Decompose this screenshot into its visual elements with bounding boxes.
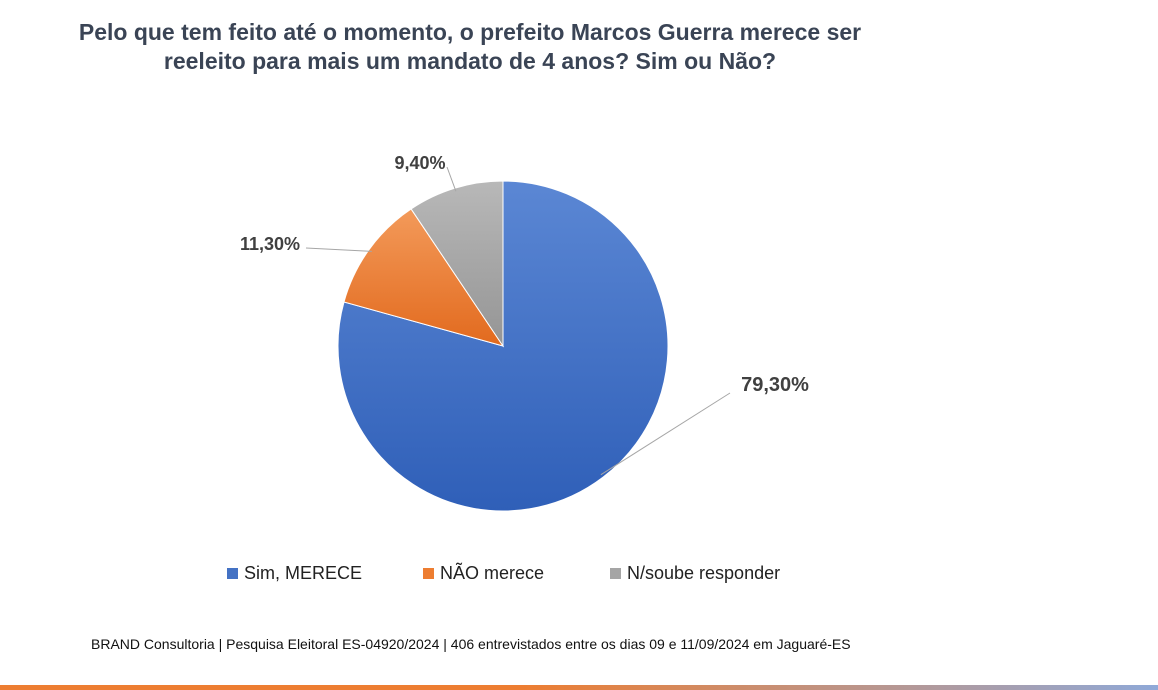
leader-line-nao bbox=[305, 247, 372, 252]
data-label-sim: 79,30% bbox=[741, 374, 809, 396]
footer-source: BRAND Consultoria | Pesquisa Eleitoral E… bbox=[91, 636, 851, 652]
pie-slice-sim bbox=[337, 180, 669, 512]
pie-slice-nao bbox=[343, 208, 505, 347]
chart-title-line-1: Pelo que tem feito até o momento, o pref… bbox=[78, 19, 862, 45]
leader-line-sim bbox=[600, 392, 731, 476]
legend-item-sim: Sim, MERECE bbox=[227, 563, 362, 584]
data-label-ns: 9,40% bbox=[394, 153, 445, 173]
legend-swatch-ns bbox=[610, 568, 621, 579]
legend-swatch-sim bbox=[227, 568, 238, 579]
bottom-accent-bar bbox=[0, 685, 1158, 690]
legend-label-ns: N/soube responder bbox=[627, 563, 781, 583]
chart-title: Pelo que tem feito até o momento, o pref… bbox=[40, 18, 900, 76]
legend-swatch-nao bbox=[423, 568, 434, 579]
legend-label-sim: Sim, MERECE bbox=[244, 563, 363, 583]
chart-legend: Sim, MERECE NÃO merece N/soube responder bbox=[0, 563, 1158, 589]
chart-title-line-2: reeleito para mais um mandato de 4 anos?… bbox=[163, 48, 777, 74]
legend-item-nao: NÃO merece bbox=[423, 563, 544, 584]
data-label-nao: 11,30% bbox=[240, 234, 300, 254]
legend-label-nao: NÃO merece bbox=[440, 563, 545, 583]
leader-line-ns bbox=[446, 166, 457, 192]
pie-chart: 79,30% 11,30% 9,40% bbox=[240, 153, 809, 512]
legend-item-ns: N/soube responder bbox=[610, 563, 780, 584]
